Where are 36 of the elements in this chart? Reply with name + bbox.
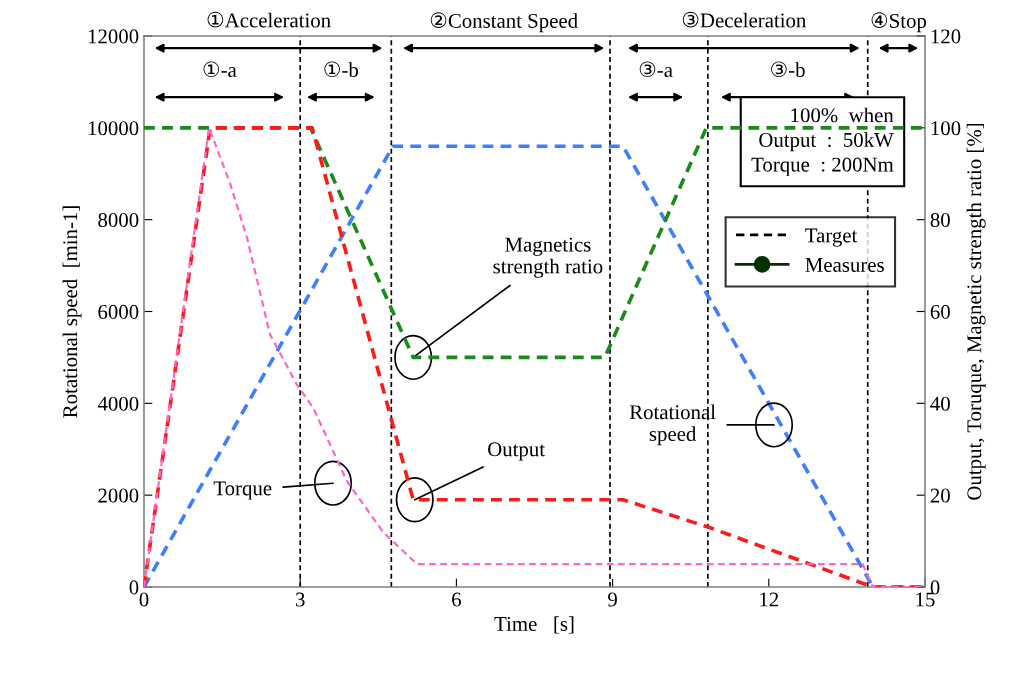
annotation: ①-b — [324, 61, 359, 78]
y-tick-label: 12000 — [88, 29, 139, 44]
y2-tick-label: 60 — [930, 304, 950, 319]
annotation: ③-a — [639, 61, 673, 78]
y-tick-label: 6000 — [98, 304, 139, 319]
x-tick-label: 6 — [452, 592, 461, 607]
y2-tick-label: 100 — [931, 121, 961, 136]
y2-tick-label: 80 — [930, 213, 950, 228]
x-axis-title: Time [s] — [494, 616, 574, 634]
legend-label: Measures — [805, 258, 884, 272]
x-tick-label: 12 — [760, 592, 779, 607]
annotation: ①-a — [203, 61, 237, 78]
y2-axis-title: Output, Toruque, Magnetic strength ratio [%] — [966, 123, 986, 500]
legend-label: Target — [805, 228, 858, 247]
x-tick-label: 0 — [139, 592, 149, 607]
y2-tick-label: 120 — [931, 29, 961, 44]
y-tick-label: 0 — [129, 580, 139, 595]
y-axis-title: Rotational speed [min-1] — [62, 206, 82, 418]
annotation: Rotational speed — [629, 404, 716, 446]
y-tick-label: 4000 — [97, 396, 139, 411]
text: ④Stop — [871, 12, 927, 33]
y-tick-label: 8000 — [98, 213, 139, 228]
annotation: Torque — [213, 481, 272, 500]
annotation: 100% when Output : 50kW Torque : 200Nm — [751, 107, 894, 176]
annotation: Magnetics strength ratio — [493, 237, 603, 278]
y2-tick-label: 40 — [930, 396, 950, 411]
y2-tick-label: 20 — [930, 488, 950, 503]
y-tick-label: 10000 — [88, 121, 139, 136]
annotation: ③-b — [771, 61, 805, 78]
x-tick-label: 9 — [608, 592, 617, 607]
text: ②Constant Speed — [430, 12, 578, 33]
annotation: Output — [488, 442, 545, 461]
x-tick-label: 3 — [295, 592, 305, 607]
text: ①Acceleration — [207, 11, 331, 28]
y-tick-label: 2000 — [98, 488, 139, 503]
text: ③Deceleration — [682, 11, 807, 28]
